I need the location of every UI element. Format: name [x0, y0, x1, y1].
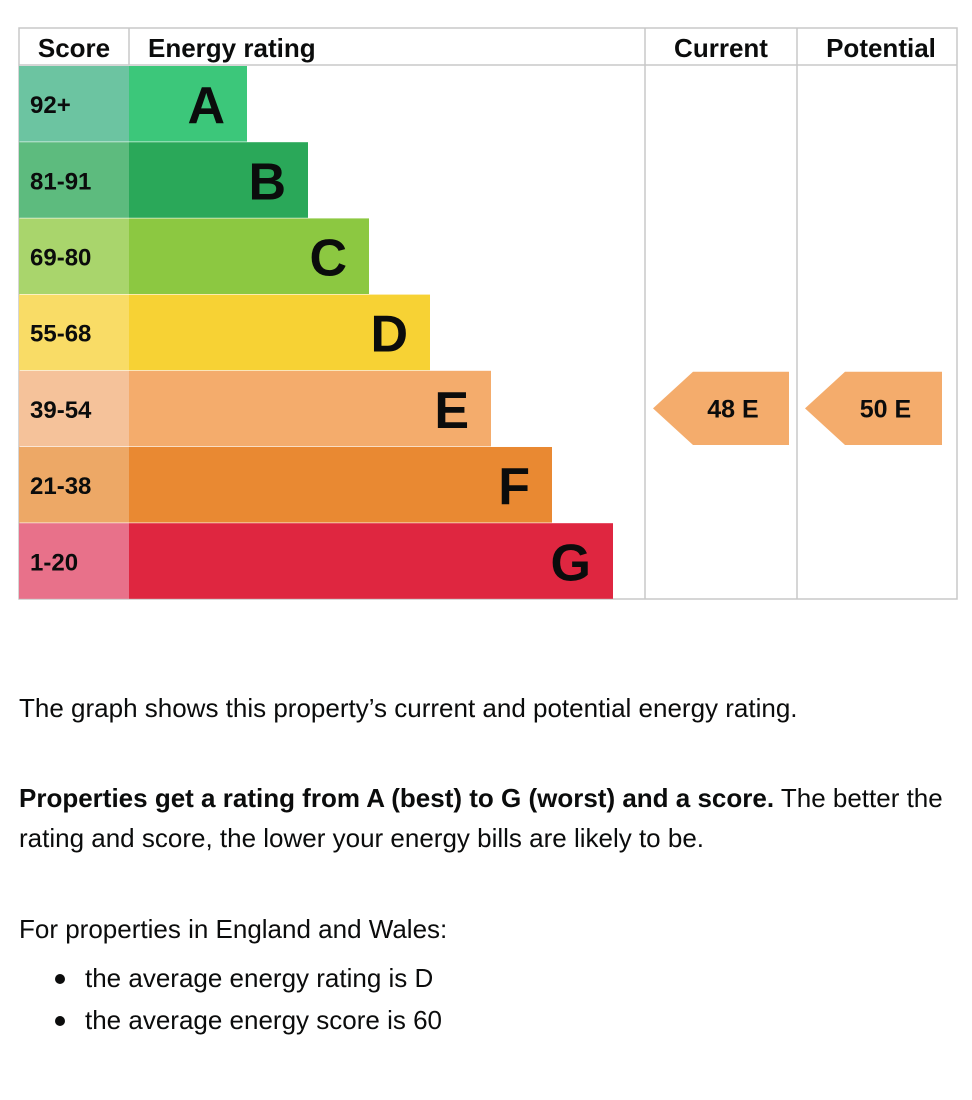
- list-item: the average energy rating is D: [19, 957, 919, 999]
- band-score-cell-b: [19, 142, 129, 218]
- current-rating-marker: 48 E: [653, 371, 789, 445]
- header-score: Score: [38, 33, 110, 63]
- band-bar-f: [129, 447, 552, 523]
- region-intro: For properties in England and Wales:: [19, 914, 448, 944]
- header-energy-rating: Energy rating: [148, 33, 316, 63]
- header-current: Current: [674, 33, 768, 63]
- band-score-cell-a: [19, 66, 129, 142]
- band-bar-c: [129, 218, 369, 294]
- band-score-cell-g: [19, 523, 129, 599]
- band-row-a: 92+ A: [19, 66, 247, 142]
- band-row-e: 39-54 E: [19, 370, 491, 447]
- potential-rating-marker-shape: [805, 371, 942, 445]
- band-score-cell-f: [19, 447, 129, 523]
- header-potential: Potential: [826, 33, 936, 63]
- band-score-label-g: 1-20: [30, 549, 78, 576]
- rating-explanation: Properties get a rating from A (best) to…: [19, 778, 959, 858]
- bullet-icon: [55, 1016, 65, 1026]
- potential-rating-marker-label: 50 E: [860, 395, 911, 423]
- rating-explanation-bold: Properties get a rating from A (best) to…: [19, 783, 775, 813]
- band-score-cell-d: [19, 294, 129, 371]
- rating-bands: 92+ A 81-91 B 69-80 C 55-68 D 39-54 E 21-38 F 1-20 G: [19, 66, 613, 599]
- band-score-label-f: 21-38: [30, 473, 91, 500]
- current-rating-marker-label: 48 E: [707, 395, 758, 423]
- band-row-f: 21-38 F: [19, 447, 552, 523]
- band-row-g: 1-20 G: [19, 523, 613, 599]
- band-bar-d: [129, 294, 430, 371]
- rating-markers: 48 E 50 E: [653, 371, 942, 445]
- band-letter-b: B: [248, 153, 286, 211]
- band-score-cell-c: [19, 218, 129, 294]
- band-letter-c: C: [309, 230, 347, 288]
- average-score-text: the average energy score is 60: [85, 1005, 442, 1035]
- band-score-label-e: 39-54: [30, 397, 92, 424]
- band-bar-a: [129, 66, 247, 142]
- epc-rating-chart: Score Energy rating Current Potential 92…: [18, 27, 958, 600]
- band-score-label-c: 69-80: [30, 245, 91, 272]
- bullet-icon: [55, 974, 65, 984]
- band-letter-e: E: [434, 382, 469, 440]
- band-letter-a: A: [187, 77, 225, 135]
- band-row-b: 81-91 B: [19, 142, 308, 218]
- rating-explanation-rest: The better the rating and score, the low…: [19, 783, 943, 853]
- band-bar-e: [129, 370, 491, 447]
- list-item: the average energy score is 60: [19, 999, 919, 1041]
- band-bar-b: [129, 142, 308, 218]
- band-score-label-b: 81-91: [30, 168, 91, 195]
- band-letter-g: G: [551, 534, 591, 592]
- band-score-label-a: 92+: [30, 92, 71, 119]
- band-letter-f: F: [498, 458, 530, 516]
- average-rating-text: the average energy rating is D: [85, 963, 434, 993]
- chart-header: Score Energy rating Current Potential: [38, 33, 936, 63]
- band-letter-d: D: [370, 306, 408, 364]
- chart-description: The graph shows this property’s current …: [19, 693, 798, 723]
- current-rating-marker-shape: [653, 371, 789, 445]
- band-row-c: 69-80 C: [19, 218, 369, 294]
- band-score-label-d: 55-68: [30, 321, 91, 348]
- band-score-cell-e: [19, 370, 129, 447]
- potential-rating-marker: 50 E: [805, 371, 942, 445]
- band-bar-g: [129, 523, 613, 599]
- average-stats-list: the average energy rating is D the avera…: [19, 957, 919, 1041]
- band-row-d: 55-68 D: [19, 294, 430, 371]
